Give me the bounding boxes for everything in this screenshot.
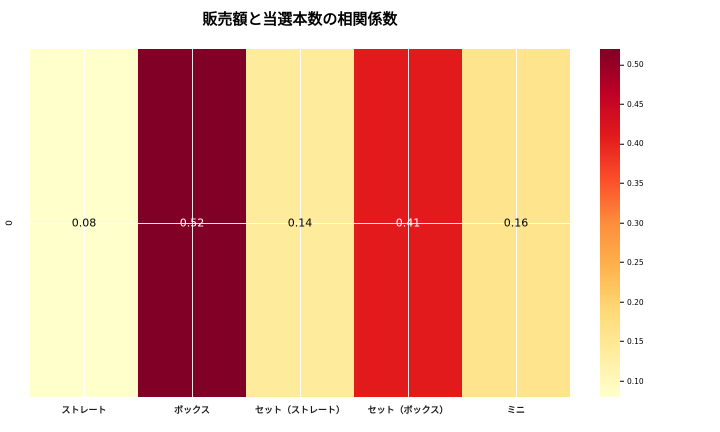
colorbar-tick: 0.40 xyxy=(620,140,644,148)
colorbar-tick-label: 0.15 xyxy=(627,336,644,346)
colorbar-tickmark xyxy=(620,222,624,224)
colorbar-tickmark xyxy=(620,380,624,382)
colorbar-tick: 0.30 xyxy=(620,219,644,227)
colorbar-tick: 0.10 xyxy=(620,377,644,385)
colorbar-tick: 0.50 xyxy=(620,61,644,69)
y-axis-tick-label: 0 xyxy=(5,220,15,226)
colorbar-tick: 0.20 xyxy=(620,298,644,306)
colorbar-tick: 0.15 xyxy=(620,338,644,346)
colorbar-tick-label: 0.20 xyxy=(627,297,644,307)
x-axis-tick-label: ミニ xyxy=(506,406,526,416)
colorbar: 0.10 0.15 0.20 0.25 0.30 0.35 0.40 0.45 0.50 xyxy=(600,49,644,397)
heatmap-cell xyxy=(462,49,570,397)
chart-title: 販売額と当選本数の相関係数 xyxy=(202,10,398,28)
colorbar-tickmark xyxy=(620,262,624,264)
colorbar-tickmark xyxy=(620,64,624,66)
colorbar-tickmark xyxy=(620,103,624,105)
x-axis-tick-label: セット（ボックス） xyxy=(367,406,449,416)
x-axis-tick-labels: ストレート ボックス セット（ストレート） セット（ボックス） ミニ xyxy=(30,403,570,417)
colorbar-tick-label: 0.40 xyxy=(627,139,644,149)
colorbar-tick-label: 0.35 xyxy=(627,178,644,188)
colorbar-tick: 0.35 xyxy=(620,180,644,188)
colorbar-tick-label: 0.30 xyxy=(627,218,644,228)
x-axis-tick-label: セット（ストレート） xyxy=(254,406,346,416)
colorbar-tick: 0.25 xyxy=(620,259,644,267)
x-axis-tick-label: ボックス xyxy=(174,406,210,416)
colorbar-tick-label: 0.45 xyxy=(627,99,644,109)
colorbar-tickmark xyxy=(620,301,624,303)
heatmap-cell xyxy=(30,49,138,397)
colorbar-tickmark xyxy=(620,182,624,184)
heatmap-plot: 0.08 0.52 0.14 0.41 0.16 xyxy=(30,49,570,397)
colorbar-tick-label: 0.10 xyxy=(627,376,644,386)
colorbar-tickmark xyxy=(620,341,624,343)
x-axis-tick-label: ストレート xyxy=(61,406,107,416)
heatmap-cell xyxy=(138,49,246,397)
colorbar-tick-label: 0.50 xyxy=(627,60,644,70)
heatmap-cell xyxy=(246,49,354,397)
heatmap-cell xyxy=(354,49,462,397)
colorbar-tick-label: 0.25 xyxy=(627,257,644,267)
colorbar-tick: 0.45 xyxy=(620,101,644,109)
colorbar-tickmark xyxy=(620,143,624,145)
